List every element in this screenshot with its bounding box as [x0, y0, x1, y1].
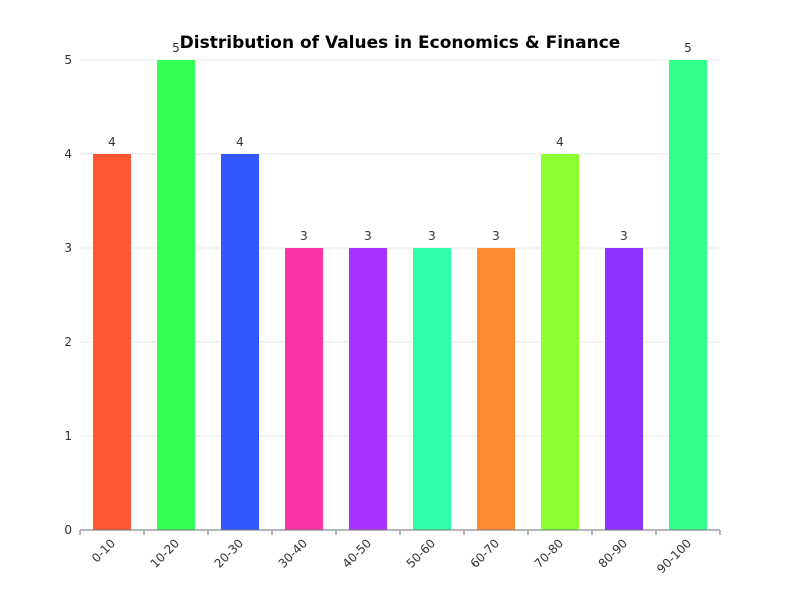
x-tick-label: 30-40: [276, 536, 311, 571]
y-tick-label: 2: [64, 335, 72, 349]
data-label: 4: [556, 135, 564, 149]
bar-50-60: [413, 248, 451, 530]
data-label: 4: [108, 135, 116, 149]
bar-70-80: [541, 154, 579, 530]
data-label: 3: [364, 229, 372, 243]
bar-80-90: [605, 248, 643, 530]
bar-60-70: [477, 248, 515, 530]
bar-layer: [93, 60, 707, 530]
y-tick-label: 5: [64, 53, 72, 67]
bar-30-40: [285, 248, 323, 530]
bar-10-20: [157, 60, 195, 530]
x-tick-label: 20-30: [212, 536, 247, 571]
y-tick-label: 0: [64, 523, 72, 537]
bar-0-10: [93, 154, 131, 530]
data-label: 5: [684, 41, 692, 55]
x-tick-label: 90-100: [654, 536, 694, 576]
y-tick-label: 1: [64, 429, 72, 443]
data-label: 3: [300, 229, 308, 243]
label-layer: 4 5 4 3 3 3 3 4 3 5: [108, 41, 692, 243]
y-tick-label: 4: [64, 147, 72, 161]
bar-90-100: [669, 60, 707, 530]
bar-40-50: [349, 248, 387, 530]
x-tick-label: 0-10: [89, 536, 118, 565]
bar-20-30: [221, 154, 259, 530]
x-tick-label: 10-20: [148, 536, 183, 571]
y-tick-label: 3: [64, 241, 72, 255]
x-tick-label: 40-50: [340, 536, 375, 571]
data-label: 3: [620, 229, 628, 243]
x-tick-label: 80-90: [596, 536, 631, 571]
data-label: 5: [172, 41, 180, 55]
data-label: 4: [236, 135, 244, 149]
x-tick-label: 60-70: [468, 536, 503, 571]
chart-title: Distribution of Values in Economics & Fi…: [179, 33, 621, 53]
data-label: 3: [492, 229, 500, 243]
x-tick-label: 50-60: [404, 536, 439, 571]
data-label: 3: [428, 229, 436, 243]
x-tick-label: 70-80: [532, 536, 567, 571]
